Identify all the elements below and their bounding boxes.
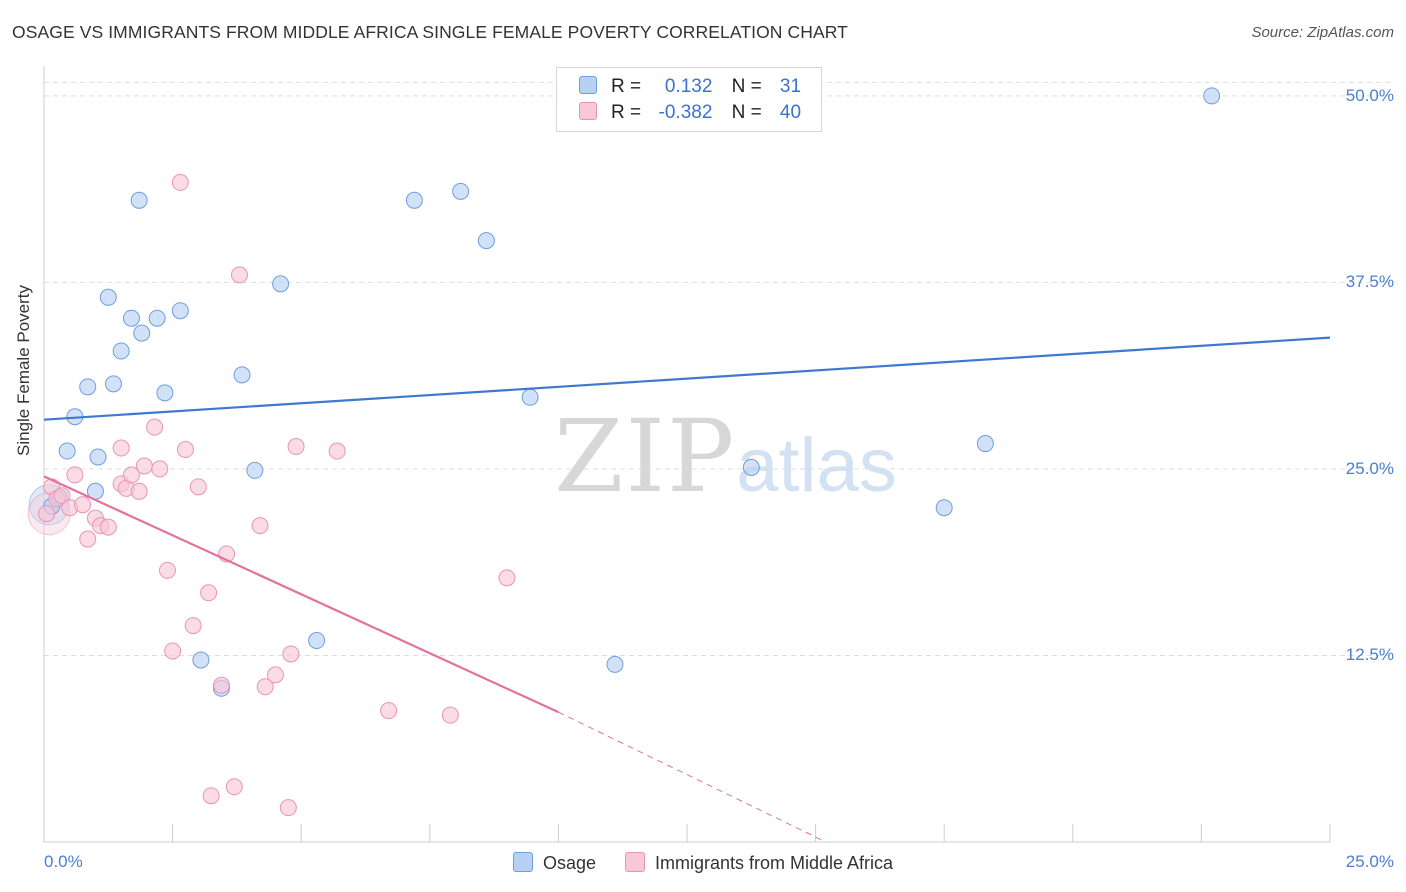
osage-point — [976, 435, 994, 453]
osage-swatch — [579, 76, 597, 94]
africa-point — [266, 666, 284, 684]
africa-point — [176, 441, 194, 459]
africa-point — [184, 617, 202, 635]
legend: Osage Immigrants from Middle Africa — [0, 852, 1406, 874]
osage-point — [405, 191, 423, 209]
stats-row-osage: R = 0.132 N = 31 — [579, 76, 801, 100]
africa-point — [212, 676, 230, 694]
africa-point — [66, 466, 84, 484]
osage-point — [133, 324, 151, 342]
osage-point — [521, 388, 539, 406]
y-tick-label: 50.0% — [1345, 85, 1394, 105]
osage-trend-line — [43, 336, 1331, 421]
osage-point — [148, 309, 166, 327]
osage-point — [79, 378, 97, 396]
source-label: Source: ZipAtlas.com — [1251, 24, 1394, 41]
africa-point — [328, 442, 346, 460]
osage-n-value: 31 — [779, 76, 802, 97]
africa-r-value: -0.382 — [658, 102, 713, 123]
africa-point — [441, 706, 459, 724]
africa-point — [53, 487, 71, 505]
africa-point — [112, 439, 130, 457]
y-axis-label: Single Female Poverty — [14, 284, 33, 456]
chart-title: OSAGE VS IMMIGRANTS FROM MIDDLE AFRICA S… — [12, 22, 848, 42]
africa-point — [158, 561, 176, 579]
africa-point — [202, 787, 220, 805]
osage-point — [89, 448, 107, 466]
africa-point — [279, 799, 297, 817]
watermark-atlas: atlas — [736, 423, 897, 508]
osage-point — [246, 461, 264, 479]
africa-n-label: N = — [731, 102, 762, 123]
africa-point — [135, 457, 153, 475]
y-tick-label: 12.5% — [1345, 645, 1394, 665]
osage-r-label: R = — [611, 76, 642, 97]
africa-trend-line — [43, 475, 559, 714]
africa-r-label: R = — [611, 102, 642, 123]
correlation-stats-box: R = 0.132 N = 31 R = -0.382 N = 40 — [556, 67, 822, 132]
osage-r-value: 0.132 — [664, 76, 713, 97]
africa-point — [225, 778, 243, 796]
africa-point — [251, 517, 269, 535]
africa-point — [146, 418, 164, 436]
osage-point — [742, 458, 760, 476]
osage-point — [272, 275, 290, 293]
stats-row-africa: R = -0.382 N = 40 — [579, 102, 801, 126]
osage-point — [112, 342, 130, 360]
osage-point — [58, 442, 76, 460]
africa-point — [256, 678, 274, 696]
africa-point — [287, 438, 305, 456]
osage-point — [606, 655, 624, 673]
osage-point — [171, 302, 189, 320]
africa-point — [200, 584, 218, 602]
africa-point — [498, 569, 516, 587]
legend-item-africa[interactable]: Immigrants from Middle Africa — [625, 852, 893, 874]
osage-point — [104, 375, 122, 393]
africa-point — [189, 478, 207, 496]
osage-point — [156, 384, 174, 402]
africa-legend-swatch — [625, 852, 645, 872]
osage-point — [99, 288, 117, 306]
y-tick-label: 25.0% — [1345, 458, 1394, 478]
legend-label-africa: Immigrants from Middle Africa — [655, 853, 894, 873]
x-tick-label-max: 25.0% — [1345, 852, 1394, 871]
africa-point — [74, 496, 92, 514]
africa-point — [79, 530, 97, 548]
x-tick-label-min: 0.0% — [44, 852, 83, 871]
africa-trend-extension — [558, 711, 827, 843]
africa-point — [99, 518, 117, 536]
osage-point — [1203, 87, 1221, 105]
africa-point — [380, 702, 398, 720]
africa-point — [122, 466, 140, 484]
osage-point — [192, 651, 210, 669]
watermark-zip: ZIP — [554, 398, 737, 515]
africa-point — [230, 266, 248, 284]
y-tick-label: 37.5% — [1345, 272, 1394, 292]
osage-point — [130, 191, 148, 209]
osage-point — [935, 499, 953, 517]
africa-point — [282, 645, 300, 663]
africa-n-value: 40 — [779, 102, 802, 123]
africa-point — [151, 460, 169, 478]
legend-item-osage[interactable]: Osage — [512, 852, 596, 874]
osage-n-label: N = — [731, 76, 762, 97]
osage-legend-swatch — [512, 852, 533, 872]
legend-label-osage: Osage — [542, 853, 596, 873]
osage-point — [233, 366, 251, 384]
watermark: ZIPatlas — [554, 398, 897, 515]
osage-point — [122, 309, 140, 327]
osage-point — [308, 632, 326, 650]
osage-point — [477, 232, 495, 250]
africa-point — [164, 642, 182, 660]
africa-point — [38, 505, 56, 523]
africa-swatch — [579, 102, 597, 120]
africa-point — [171, 173, 189, 191]
africa-point — [130, 482, 148, 500]
osage-point — [452, 182, 470, 200]
